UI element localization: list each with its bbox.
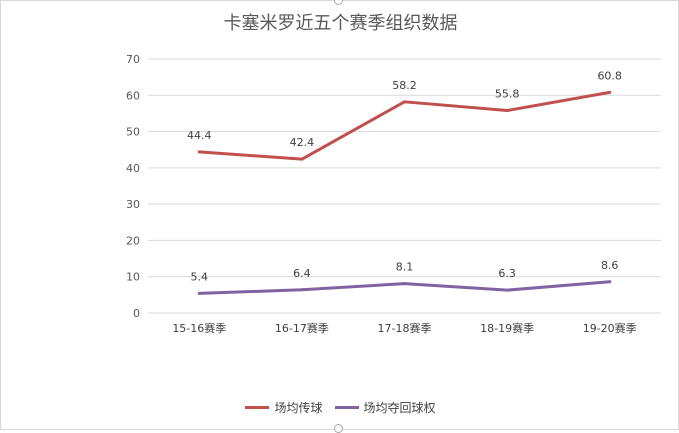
data-label: 8.6: [601, 259, 619, 272]
x-axis: 15-16赛季 16-17赛季 17-18赛季 18-19赛季 19-20赛季: [172, 321, 636, 335]
gridlines: [148, 58, 661, 314]
y-tick-label: 70: [126, 53, 140, 66]
data-point: [505, 109, 509, 113]
y-tick-label: 50: [126, 126, 140, 139]
resize-handle-bottom[interactable]: [334, 424, 343, 433]
data-label: 44.4: [187, 129, 212, 142]
data-label: 8.1: [396, 261, 414, 274]
data-point: [197, 291, 201, 295]
data-label: 6.3: [498, 267, 516, 280]
data-point: [403, 100, 406, 104]
data-labels: 44.4 42.4 58.2 55.8 60.8 5.4 6.4 8.1 6.3 8.6: [187, 69, 622, 283]
data-point: [608, 280, 612, 284]
chart-title: 卡塞米罗近五个赛季组织数据: [223, 13, 458, 34]
data-point: [403, 282, 406, 286]
data-point: [505, 288, 509, 292]
legend-item-recoveries: 场均夺回球权: [334, 399, 436, 416]
data-label: 5.4: [191, 270, 209, 283]
data-point: [300, 157, 304, 161]
legend-item-passes: 场均传球: [245, 399, 323, 416]
data-label: 6.4: [293, 267, 311, 280]
data-label: 55.8: [495, 88, 520, 101]
legend-label-passes: 场均传球: [274, 401, 323, 415]
y-tick-label: 0: [133, 307, 140, 320]
y-tick-label: 30: [126, 198, 140, 211]
resize-handle-top[interactable]: [334, 0, 343, 5]
x-tick-label: 17-18赛季: [378, 321, 432, 335]
data-label: 60.8: [597, 69, 622, 82]
y-tick-label: 40: [126, 162, 140, 175]
legend-label-recoveries: 场均夺回球权: [363, 401, 436, 415]
legend: 场均传球 场均夺回球权: [1, 399, 679, 416]
data-point: [608, 90, 612, 94]
y-tick-label: 20: [126, 234, 140, 247]
data-point: [300, 288, 304, 292]
legend-swatch-passes: [245, 406, 270, 409]
y-axis: 0 10 20 30 40 50 60 70: [126, 53, 140, 320]
data-point: [197, 150, 201, 154]
series-lines: [197, 90, 612, 295]
x-tick-label: 16-17赛季: [275, 321, 329, 335]
x-tick-label: 15-16赛季: [172, 321, 226, 335]
y-tick-label: 60: [126, 89, 140, 102]
x-tick-label: 18-19赛季: [480, 321, 534, 335]
data-label: 58.2: [392, 79, 417, 92]
data-label: 42.4: [290, 136, 315, 149]
legend-swatch-recoveries: [334, 406, 359, 409]
x-tick-label: 19-20赛季: [583, 321, 637, 335]
y-tick-label: 10: [126, 271, 140, 284]
